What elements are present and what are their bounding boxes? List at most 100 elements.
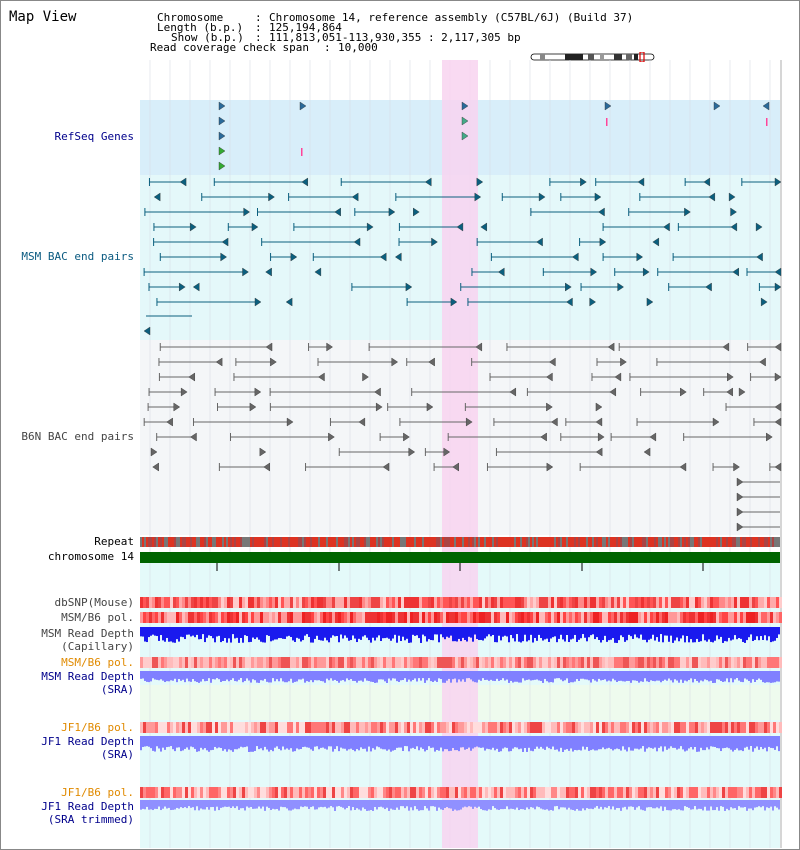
- jf1-read-depth-trimmed-bar: [728, 800, 730, 811]
- dbsnp-heat-cell: [443, 597, 446, 608]
- jf1-b6-pol-trimmed-heat-cell: [578, 787, 581, 798]
- jf1-read-depth-sra-bar: [770, 736, 772, 748]
- msm-read-depth-capillary-bar: [524, 627, 526, 635]
- jf1-b6-pol-trimmed-label[interactable]: JF1/B6 pol.: [61, 786, 134, 799]
- msm-b6-pol-sra-heat-cell: [383, 657, 386, 668]
- msm-b6-pol-sra-heat-cell: [509, 657, 512, 668]
- jf1-read-depth-trimmed-bar: [414, 800, 416, 807]
- repeat-segment: [174, 537, 176, 547]
- msm-b6-pol-sra-heat-cell: [545, 657, 548, 668]
- jf1-b6-pol-trimmed-heat-cell: [674, 787, 677, 798]
- msm-b6-pol-sra-heat-cell: [671, 657, 674, 668]
- msm-read-depth-capillary-bar: [278, 627, 280, 639]
- jf1-read-depth-sra-bar: [414, 736, 416, 750]
- msm-b6-pol-heat-cell: [719, 612, 722, 623]
- jf1-read-depth-sra-bar: [618, 736, 620, 750]
- msm-b6-pol-sra-heat-cell: [404, 657, 407, 668]
- repeat-segment: [330, 537, 332, 547]
- coverage-label: Read coverage check span: [150, 41, 309, 54]
- jf1-b6-pol-trimmed-heat-cell: [641, 787, 644, 798]
- repeat-segment: [386, 537, 388, 547]
- msm-b6-pol-heat-cell: [329, 612, 332, 623]
- msm-read-depth-capillary-label[interactable]: MSM Read Depth: [41, 627, 134, 640]
- jf1-read-depth-trimmed-bar: [574, 800, 576, 811]
- jf1-read-depth-sra-bar: [348, 736, 350, 750]
- msm-read-depth-capillary-bar: [508, 627, 510, 643]
- refseq-gene-mark: [218, 146, 226, 156]
- msm-read-depth-sra-bar: [288, 671, 290, 682]
- msm-b6-pol-sra-heat-cell: [209, 657, 212, 668]
- jf1-read-depth-sra-bar: [576, 736, 578, 751]
- jf1-read-depth-sra-bar: [164, 736, 166, 750]
- msm-b6-pol-heat: [140, 612, 782, 623]
- dbsnp-label[interactable]: dbSNP(Mouse): [54, 596, 134, 609]
- msm-b6-pol-heat-cell: [575, 612, 578, 623]
- dbsnp-heat-cell: [227, 597, 230, 608]
- msm-b6-pol-heat-cell: [389, 612, 392, 623]
- jf1-b6-pol-trimmed-heat-cell: [764, 787, 767, 798]
- jf1-b6-pol-heat-cell: [419, 722, 422, 733]
- jf1-b6-pol-trimmed-heat-cell: [725, 787, 728, 798]
- msm-read-depth-capillary-bar: [728, 627, 730, 638]
- jf1-read-depth-sra-bar: [652, 736, 654, 749]
- msm-b6-pol-sra-heat-cell: [281, 657, 284, 668]
- dbsnp-heat-cell: [518, 597, 521, 608]
- chromosome-ideogram[interactable]: [530, 52, 655, 62]
- b6n-bac-end-pairs-label[interactable]: B6N BAC end pairs: [21, 430, 134, 443]
- msm-read-depth-capillary-bar: [354, 627, 356, 639]
- jf1-read-depth-sra-bar: [390, 736, 392, 752]
- jf1-read-depth-trimmed-bar: [204, 800, 206, 810]
- jf1-b6-pol-label[interactable]: JF1/B6 pol.: [61, 721, 134, 734]
- msm-b6-pol-sra-heat-cell: [485, 657, 488, 668]
- jf1-read-depth-trimmed-bar: [602, 800, 604, 810]
- jf1-read-depth-trimmed-bar: [688, 800, 690, 808]
- msm-read-depth-sra-label[interactable]: MSM Read Depth: [41, 670, 134, 683]
- refseq-genes-label[interactable]: RefSeq Genes: [54, 130, 134, 143]
- dbsnp-heat-cell: [236, 597, 239, 608]
- msm-bac-end-pairs-label[interactable]: MSM BAC end pairs: [21, 250, 134, 263]
- jf1-read-depth-trimmed-bar: [300, 800, 302, 807]
- jf1-b6-pol-trimmed-heat-cell: [455, 787, 458, 798]
- repeat-label[interactable]: Repeat: [94, 535, 134, 548]
- jf1-b6-pol-heat-cell: [548, 722, 551, 733]
- msm-read-depth-capillary-bar: [200, 627, 202, 640]
- jf1-b6-pol-trimmed-heat-cell: [383, 787, 386, 798]
- msm-b6-pol-sra-heat-cell: [143, 657, 146, 668]
- b6n-bac-pair-arrow: [180, 387, 188, 397]
- dbsnp-heat-cell: [629, 597, 632, 608]
- b6n-bac-pair-arrow: [190, 432, 197, 442]
- jf1-b6-pol-heat-cell: [701, 722, 704, 733]
- jf1-read-depth-trimmed-bar: [704, 800, 706, 807]
- msm-read-depth-capillary-bar: [528, 627, 530, 641]
- jf1-read-depth-sra-bar: [380, 736, 382, 749]
- repeat-segment: [356, 537, 358, 547]
- jf1-read-depth-sra-bar: [476, 736, 478, 747]
- repeat-segment: [300, 537, 302, 547]
- jf1-read-depth-sra-bar: [420, 736, 422, 748]
- msm-b6-pol-sra-heat-cell: [677, 657, 680, 668]
- chromosome-track-label[interactable]: chromosome 14: [47, 550, 134, 563]
- repeat-segment: [274, 537, 276, 547]
- msm-b6-pol-sra-label[interactable]: MSM/B6 pol.: [61, 656, 134, 669]
- msm-read-depth-sra-bar: [570, 671, 572, 683]
- jf1-b6-pol-heat-cell: [572, 722, 575, 733]
- repeat-segment: [666, 537, 668, 547]
- jf1-b6-pol-trimmed-heat-cell: [458, 787, 461, 798]
- jf1-read-depth-trimmed-label[interactable]: JF1 Read Depth: [41, 800, 134, 813]
- msm-b6-pol-label[interactable]: MSM/B6 pol.: [61, 611, 134, 624]
- msm-read-depth-sra-bar: [446, 671, 448, 681]
- msm-b6-pol-sra-heat-cell: [323, 657, 326, 668]
- dbsnp-heat-cell: [452, 597, 455, 608]
- msm-b6-pol-sra-heat-cell: [431, 657, 434, 668]
- jf1-b6-pol-trimmed-heat-cell: [419, 787, 422, 798]
- jf1-read-depth-trimmed-bar: [624, 800, 626, 807]
- jf1-read-depth-sra-bar: [584, 736, 586, 750]
- jf1-read-depth-sra-label[interactable]: JF1 Read Depth: [41, 735, 134, 748]
- msm-read-depth-sra-bar: [350, 671, 352, 680]
- msm-b6-pol-sra-heat-cell: [455, 657, 458, 668]
- jf1-read-depth-sra-bar: [678, 736, 680, 749]
- jf1-read-depth-trimmed-bar: [498, 800, 500, 810]
- dbsnp-heat-cell: [764, 597, 767, 608]
- jf1-read-depth-sra-bar: [280, 736, 282, 751]
